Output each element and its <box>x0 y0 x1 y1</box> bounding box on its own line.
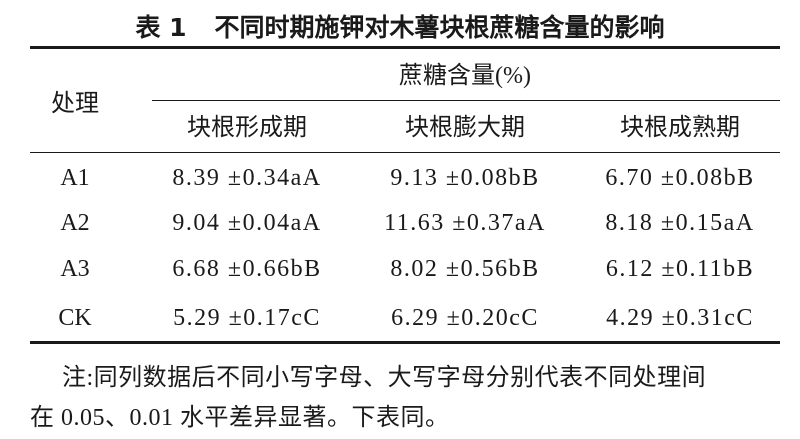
table-cell: 6.70 ±0.08bB <box>605 165 755 191</box>
top-rule <box>30 46 780 49</box>
note-line: 在 0.05、0.01 水平差异显著。下表同。 <box>30 405 450 431</box>
column-header: 块根膨大期 <box>405 115 525 141</box>
table-cell: 9.13 ±0.08bB <box>390 165 540 191</box>
table-cell: 6.12 ±0.11bB <box>605 256 755 282</box>
column-group-header: 蔗糖含量(%) <box>399 63 531 89</box>
table-cell: 8.02 ±0.56bB <box>390 256 540 282</box>
column-header: 块根形成期 <box>187 115 307 141</box>
table-cell: 6.29 ±0.20cC <box>391 305 539 331</box>
table-cell: 11.63 ±0.37aA <box>384 210 546 236</box>
table-cell: 8.39 ±0.34aA <box>172 165 322 191</box>
note-line: 注:同列数据后不同小写字母、大写字母分别代表不同处理间 <box>62 365 707 391</box>
bottom-rule <box>30 341 780 344</box>
column-header: 块根成熟期 <box>620 115 740 141</box>
table-cell: 8.18 ±0.15aA <box>605 210 755 236</box>
table-label: 表 1 <box>135 13 187 42</box>
row-label: CK <box>58 305 92 331</box>
row-label: A2 <box>60 210 90 236</box>
row-label: A3 <box>60 256 90 282</box>
header-rule <box>30 152 780 153</box>
column-header: 处理 <box>51 91 99 117</box>
table-cell: 6.68 ±0.66bB <box>172 256 322 282</box>
table-cell: 9.04 ±0.04aA <box>172 210 322 236</box>
row-label: A1 <box>60 165 90 191</box>
table-cell: 4.29 ±0.31cC <box>606 305 754 331</box>
group-rule <box>152 100 780 101</box>
table-cell: 5.29 ±0.17cC <box>173 305 321 331</box>
table-caption: 不同时期施钾对木薯块根蔗糖含量的影响 <box>214 13 665 42</box>
table-title: 表 1 不同时期施钾对木薯块根蔗糖含量的影响 <box>0 8 800 44</box>
